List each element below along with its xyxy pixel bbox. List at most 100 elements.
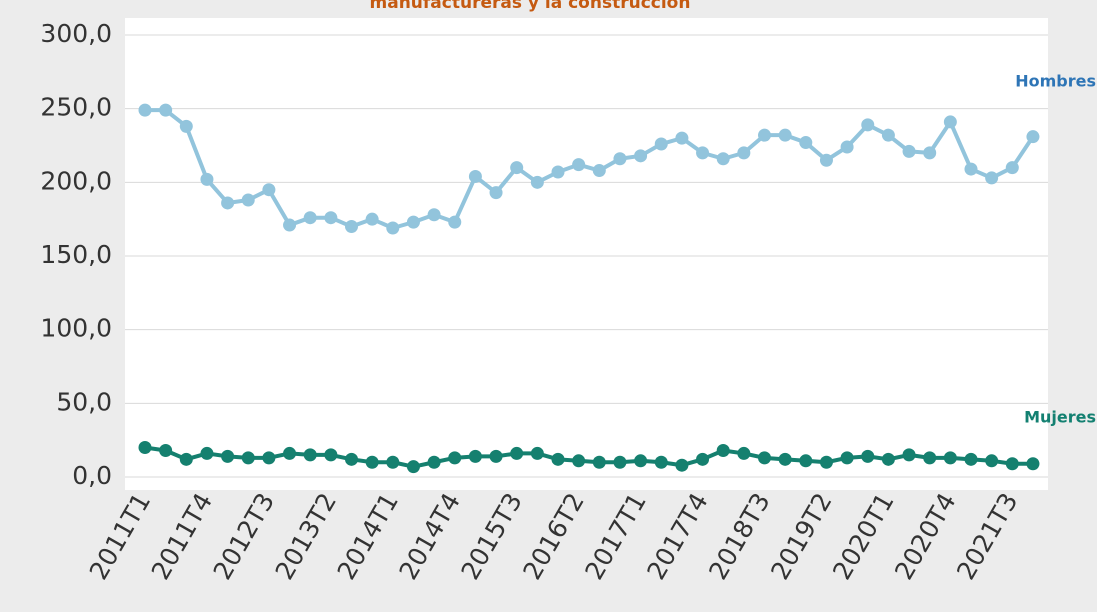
data-point [221,196,235,210]
data-point [365,212,379,226]
data-point [283,446,297,460]
data-point [303,211,317,225]
data-point [592,455,606,469]
data-point [159,443,173,457]
chart-title: manufactureras y la construcción [370,0,691,13]
data-point [303,448,317,462]
data-point [530,175,544,189]
data-point [778,452,792,466]
y-tick-label: 150,0 [40,240,112,269]
data-point [406,460,420,474]
data-point [530,446,544,460]
data-point [489,449,503,463]
data-point [902,144,916,158]
data-point [758,128,771,142]
data-point [283,218,297,232]
data-point [654,455,668,469]
data-point [819,455,833,469]
data-point [448,451,462,465]
data-point [985,171,999,185]
data-point [737,446,751,460]
data-point [923,146,937,160]
data-point [427,208,441,222]
data-point [881,128,895,142]
data-point [200,446,214,460]
data-point [386,221,400,235]
data-point [881,452,895,466]
data-point [262,451,276,465]
data-point [902,448,916,462]
data-point [406,215,420,229]
data-point [943,451,957,465]
data-point [1026,130,1040,144]
data-point [634,149,648,163]
data-point [468,449,482,463]
data-point [159,103,173,117]
data-point [758,451,771,465]
data-point [345,452,358,466]
data-point [468,169,482,183]
data-point [943,115,957,129]
data-point [1005,161,1019,175]
data-point [221,449,235,463]
data-point [716,443,730,457]
data-point [324,448,338,462]
y-tick-label: 50,0 [56,387,112,416]
data-point [696,146,710,160]
data-point [778,128,792,142]
data-point [840,451,854,465]
data-point [964,452,978,466]
data-point [179,119,193,133]
data-point [613,152,627,166]
y-tick-label: 0,0 [72,461,112,490]
y-tick-label: 300,0 [40,19,112,48]
data-point [365,455,379,469]
data-point [386,455,400,469]
data-point [1026,457,1040,471]
data-point [138,103,152,117]
data-point [262,183,276,197]
data-point [489,186,503,200]
series-label: Hombres [1015,72,1096,91]
data-point [510,446,524,460]
data-point [985,454,999,468]
data-point [200,172,214,186]
plot-area [125,18,1048,490]
data-point [613,455,627,469]
data-point [179,452,193,466]
data-point [241,193,255,207]
data-point [324,211,338,225]
data-point [737,146,751,160]
data-point [861,118,875,132]
data-point [510,161,524,175]
data-point [819,153,833,167]
data-point [696,452,710,466]
series-label: Mujeres [1024,408,1096,427]
data-point [799,136,813,150]
data-point [654,137,668,151]
data-point [799,454,813,468]
y-tick-label: 250,0 [40,93,112,122]
data-point [427,455,441,469]
data-point [1005,457,1019,471]
data-point [448,215,462,229]
data-point [634,454,648,468]
data-point [592,164,606,178]
data-point [923,451,937,465]
data-point [716,152,730,166]
data-point [964,162,978,176]
data-point [861,449,875,463]
data-point [241,451,255,465]
data-point [840,140,854,154]
y-tick-label: 200,0 [40,166,112,195]
data-point [551,452,565,466]
data-point [675,458,689,472]
data-point [572,454,586,468]
data-point [345,220,358,234]
data-point [138,441,152,455]
data-point [551,165,565,179]
data-point [675,131,689,145]
data-point [572,158,586,172]
